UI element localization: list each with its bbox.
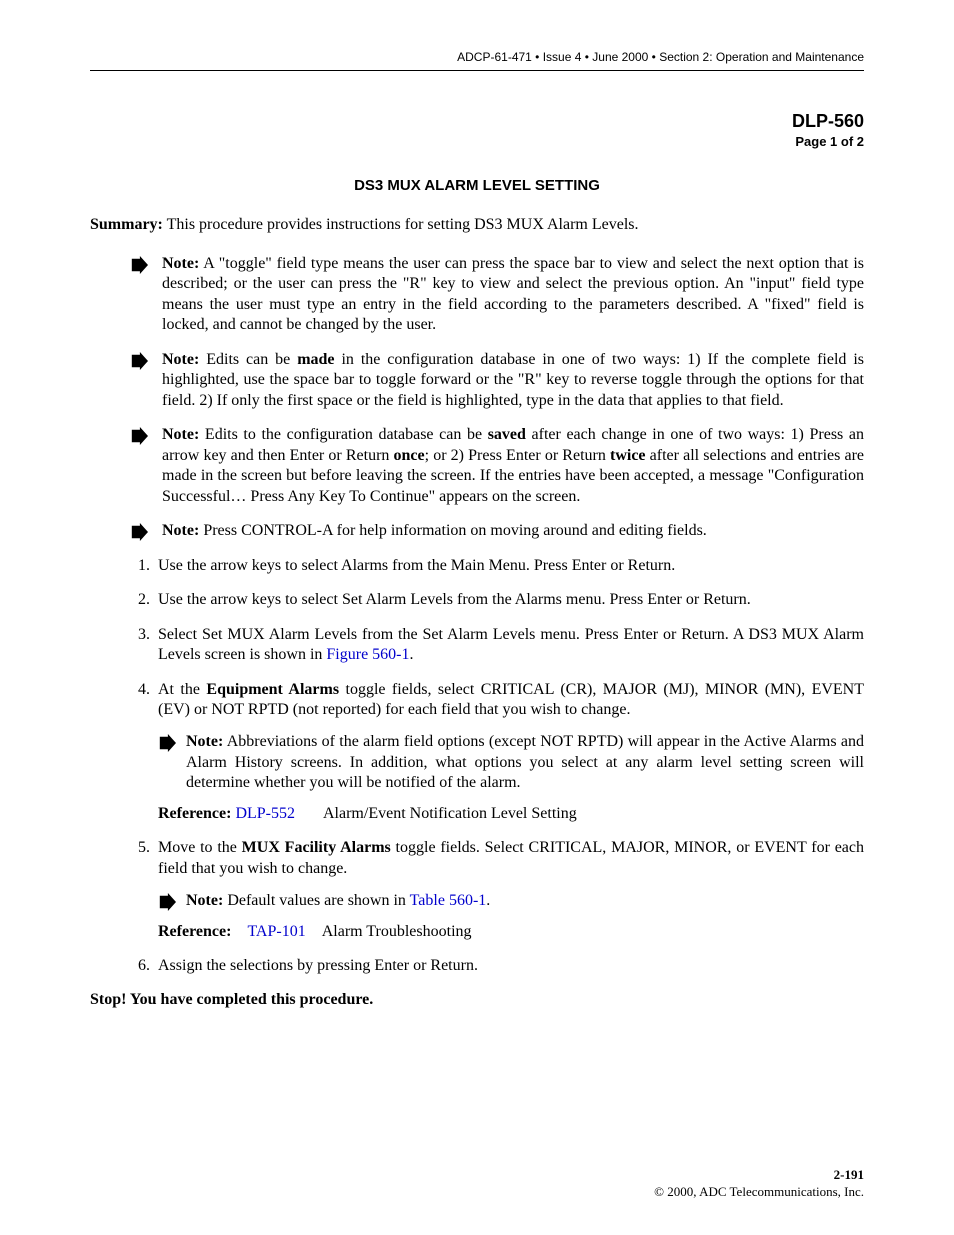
procedure-steps: Use the arrow keys to select Alarms from… [90, 556, 864, 977]
summary-text: This procedure provides instructions for… [163, 216, 639, 233]
note-label: Note: [162, 351, 199, 368]
summary-label: Summary: [90, 216, 163, 233]
note-block: Note: Edits to the configuration databas… [130, 425, 864, 507]
summary-line: Summary: This procedure provides instruc… [90, 216, 864, 234]
reference-link[interactable]: TAP-101 [247, 923, 305, 940]
note-block: Note: Press CONTROL-A for help informati… [130, 521, 864, 541]
note-block: Note: Default values are shown in Table … [158, 891, 864, 911]
note-label: Note: [186, 892, 223, 909]
arrow-right-icon [158, 734, 176, 752]
step-item: Assign the selections by pressing Enter … [154, 956, 864, 976]
note-text: Note: Default values are shown in Table … [186, 891, 490, 911]
step-item: Select Set MUX Alarm Levels from the Set… [154, 625, 864, 666]
header-rule [90, 70, 864, 71]
page-footer: 2-191 © 2000, ADC Telecommunications, In… [654, 1167, 864, 1201]
step-item: Move to the MUX Facility Alarms toggle f… [154, 838, 864, 942]
note-block: Note: Abbreviations of the alarm field o… [158, 732, 864, 793]
document-id: DLP-560 [90, 111, 864, 132]
note-text: Note: Press CONTROL-A for help informati… [162, 521, 707, 541]
page-indicator: Page 1 of 2 [90, 134, 864, 149]
note-text: Note: A "toggle" field type means the us… [162, 254, 864, 336]
note-text: Note: Edits to the configuration databas… [162, 425, 864, 507]
running-header: ADCP-61-471 • Issue 4 • June 2000 • Sect… [90, 50, 864, 70]
arrow-right-icon [158, 893, 176, 911]
reference-line: Reference: TAP-101 Alarm Troubleshooting [158, 922, 864, 942]
note-label: Note: [162, 426, 199, 443]
figure-link[interactable]: Figure 560-1 [326, 646, 409, 663]
step-item: At the Equipment Alarms toggle fields, s… [154, 680, 864, 825]
arrow-right-icon [130, 427, 148, 445]
arrow-right-icon [130, 523, 148, 541]
arrow-right-icon [130, 352, 148, 370]
page-title: DS3 MUX ALARM LEVEL SETTING [90, 177, 864, 194]
note-label: Note: [162, 522, 199, 539]
note-text: Note: Abbreviations of the alarm field o… [186, 732, 864, 793]
stop-notice: Stop! You have completed this procedure. [90, 991, 864, 1009]
footer-copyright: © 2000, ADC Telecommunications, Inc. [654, 1184, 864, 1201]
note-block: Note: A "toggle" field type means the us… [130, 254, 864, 336]
note-text: Note: Edits can be made in the configura… [162, 350, 864, 411]
note-label: Note: [186, 733, 223, 750]
note-block: Note: Edits can be made in the configura… [130, 350, 864, 411]
footer-page-number: 2-191 [654, 1167, 864, 1184]
table-link[interactable]: Table 560-1 [410, 892, 487, 909]
reference-link[interactable]: DLP-552 [235, 805, 295, 822]
reference-line: Reference: DLP-552 Alarm/Event Notificat… [158, 804, 864, 824]
note-label: Note: [162, 255, 199, 272]
step-item: Use the arrow keys to select Alarms from… [154, 556, 864, 576]
step-item: Use the arrow keys to select Set Alarm L… [154, 590, 864, 610]
arrow-right-icon [130, 256, 148, 274]
page: ADCP-61-471 • Issue 4 • June 2000 • Sect… [0, 0, 954, 1235]
